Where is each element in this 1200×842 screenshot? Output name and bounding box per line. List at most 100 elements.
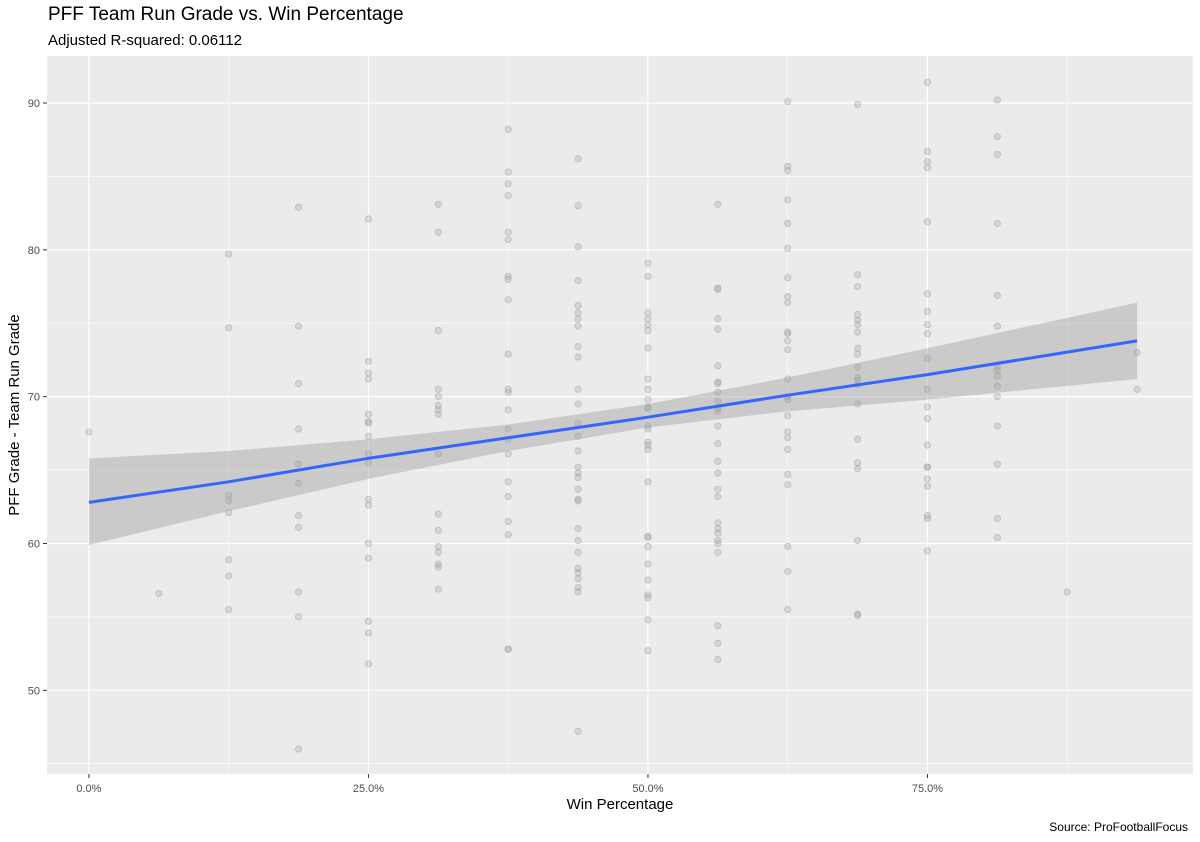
y-tick-label: 90 bbox=[28, 98, 40, 110]
data-point bbox=[714, 539, 722, 548]
data-point bbox=[504, 125, 512, 133]
data-point bbox=[504, 450, 512, 458]
data-point bbox=[504, 235, 512, 244]
data-point bbox=[714, 388, 722, 396]
data-point bbox=[923, 218, 932, 226]
data-point bbox=[854, 611, 862, 619]
data-point bbox=[714, 379, 722, 387]
data-point bbox=[504, 492, 512, 501]
y-tick-label: 80 bbox=[28, 245, 40, 257]
data-point bbox=[574, 353, 582, 361]
data-point bbox=[993, 96, 1001, 104]
data-point bbox=[574, 315, 582, 323]
data-point bbox=[225, 497, 233, 505]
data-point bbox=[993, 422, 1001, 430]
y-tick-label: 50 bbox=[28, 685, 40, 697]
data-point bbox=[574, 525, 582, 533]
data-point bbox=[784, 434, 792, 442]
data-point bbox=[504, 275, 512, 283]
x-tick-label: 0.0% bbox=[76, 783, 101, 795]
data-point bbox=[784, 196, 792, 204]
data-point bbox=[504, 425, 512, 433]
data-point bbox=[434, 542, 442, 550]
data-point bbox=[923, 329, 932, 338]
data-point bbox=[504, 168, 512, 176]
data-point bbox=[644, 315, 652, 323]
data-point bbox=[784, 542, 792, 550]
data-point bbox=[434, 563, 442, 571]
data-point bbox=[295, 523, 303, 531]
data-point bbox=[923, 147, 932, 155]
data-point bbox=[714, 529, 722, 537]
regression-line bbox=[88, 339, 1138, 504]
data-point bbox=[644, 404, 652, 412]
data-point bbox=[295, 379, 303, 387]
data-point bbox=[784, 412, 792, 420]
data-point bbox=[923, 441, 932, 449]
data-point bbox=[784, 481, 792, 489]
data-point bbox=[644, 542, 652, 550]
data-point bbox=[854, 282, 862, 291]
data-point bbox=[993, 372, 1001, 380]
data-point bbox=[574, 155, 582, 163]
data-point bbox=[714, 200, 722, 208]
data-point bbox=[714, 315, 722, 323]
data-point bbox=[993, 534, 1001, 542]
data-point bbox=[784, 428, 792, 436]
data-point bbox=[993, 150, 1001, 158]
data-point bbox=[923, 514, 932, 523]
data-point bbox=[574, 302, 582, 310]
data-point bbox=[504, 296, 512, 304]
data-point bbox=[784, 166, 792, 175]
data-point bbox=[993, 366, 1001, 374]
data-point bbox=[714, 519, 722, 527]
data-point bbox=[434, 585, 442, 593]
data-point bbox=[784, 445, 792, 454]
data-point bbox=[574, 385, 582, 393]
data-point bbox=[504, 478, 512, 486]
data-point bbox=[574, 463, 582, 471]
data-point bbox=[923, 78, 932, 86]
data-point bbox=[364, 554, 372, 562]
data-point bbox=[225, 491, 233, 499]
x-axis-title: Win Percentage bbox=[567, 796, 674, 813]
data-point bbox=[574, 497, 582, 505]
data-point bbox=[714, 325, 722, 333]
data-point bbox=[854, 344, 862, 352]
data-point bbox=[434, 410, 442, 418]
data-point bbox=[364, 459, 372, 467]
data-point bbox=[854, 435, 862, 443]
data-point bbox=[714, 362, 722, 370]
y-tick-label: 70 bbox=[28, 392, 40, 404]
data-point bbox=[854, 459, 862, 467]
data-point bbox=[644, 344, 652, 352]
data-point bbox=[574, 322, 582, 330]
data-point bbox=[854, 328, 862, 336]
data-point bbox=[854, 465, 862, 473]
y-axis-title: PFF Grade - Team Run Grade bbox=[6, 314, 23, 515]
data-point bbox=[225, 606, 233, 614]
data-point bbox=[504, 388, 512, 396]
data-point bbox=[364, 410, 372, 418]
data-point bbox=[574, 548, 582, 556]
data-point bbox=[923, 307, 932, 316]
chart-subtitle: Adjusted R-squared: 0.06112 bbox=[48, 32, 243, 49]
data-point bbox=[644, 534, 652, 542]
data-point bbox=[923, 415, 932, 423]
data-point bbox=[295, 460, 303, 468]
data-point bbox=[854, 363, 862, 371]
data-point bbox=[295, 512, 303, 520]
data-point bbox=[434, 450, 442, 458]
data-point bbox=[295, 745, 303, 753]
data-point bbox=[923, 482, 932, 490]
data-point bbox=[784, 244, 792, 252]
data-point bbox=[923, 290, 932, 298]
data-point bbox=[714, 492, 722, 501]
data-point bbox=[923, 463, 932, 471]
data-point bbox=[644, 321, 652, 329]
data-point bbox=[854, 350, 862, 358]
data-point bbox=[225, 572, 233, 580]
data-point bbox=[923, 475, 932, 483]
data-point bbox=[854, 310, 862, 318]
data-points bbox=[85, 78, 1141, 753]
